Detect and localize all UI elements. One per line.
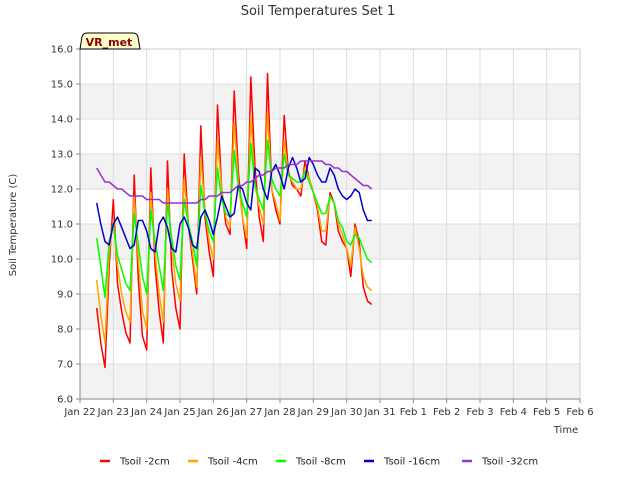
series-lines	[95, 72, 373, 369]
x-axis-title: Time	[553, 425, 578, 436]
y-tick-label: 16.0	[51, 45, 73, 56]
x-tick-label: Jan 22	[63, 407, 95, 418]
y-tick-label: 13.0	[51, 150, 73, 161]
grid-band	[80, 84, 580, 119]
legend-item: Tsoil -4cm	[188, 457, 258, 468]
series-line-tsoil-4cm	[95, 111, 373, 344]
y-tick-label: 14.0	[51, 115, 73, 126]
legend-item: Tsoil -32cm	[462, 457, 538, 468]
station-badge: VR_met	[79, 32, 141, 50]
series-line-tsoil-8cm	[95, 139, 373, 299]
y-axis-ticks: 6.0 7.0 8.0 9.0 10.0 11.0 12.0 13.0 14.0 15.0 16.0	[51, 45, 80, 406]
legend-label: Tsoil -2cm	[119, 457, 170, 468]
x-tick-label: Jan 25	[163, 407, 195, 418]
legend-item: Tsoil -16cm	[364, 457, 440, 468]
series-line-tsoil-16cm	[95, 156, 372, 253]
x-tick-label: Jan 30	[330, 407, 362, 418]
x-tick-label: Jan 27	[230, 407, 262, 418]
legend-item: Tsoil -2cm	[100, 457, 170, 468]
station-badge-label: VR_met	[86, 36, 133, 49]
x-tick-label: Feb 6	[566, 407, 593, 418]
legend-label: Tsoil -16cm	[383, 457, 440, 468]
legend-item: Tsoil -8cm	[276, 457, 346, 468]
y-tick-label: 12.0	[51, 185, 73, 196]
y-axis-title: Soil Temperature (C)	[8, 174, 19, 277]
x-tick-label: Feb 4	[500, 407, 527, 418]
y-tick-label: 6.0	[57, 395, 73, 406]
x-tick-label: Feb 1	[400, 407, 427, 418]
grid-band	[80, 154, 580, 189]
legend-label: Tsoil -8cm	[295, 457, 346, 468]
x-tick-label: Jan 23	[97, 407, 129, 418]
legend-label: Tsoil -4cm	[207, 457, 258, 468]
x-tick-label: Jan 29	[297, 407, 329, 418]
y-tick-label: 9.0	[57, 290, 73, 301]
y-tick-label: 10.0	[51, 255, 73, 266]
x-tick-label: Jan 24	[130, 407, 162, 418]
y-tick-label: 8.0	[57, 325, 73, 336]
legend-label: Tsoil -32cm	[481, 457, 538, 468]
grid-band	[80, 224, 580, 259]
chart-title: Soil Temperatures Set 1	[241, 4, 396, 19]
series-line-tsoil-2cm	[95, 72, 373, 369]
x-tick-label: Jan 28	[263, 407, 295, 418]
x-tick-label: Jan 31	[363, 407, 395, 418]
x-tick-label: Feb 2	[433, 407, 460, 418]
y-tick-label: 11.0	[51, 220, 73, 231]
y-tick-label: 15.0	[51, 80, 73, 91]
x-tick-label: Feb 5	[533, 407, 560, 418]
x-tick-label: Feb 3	[466, 407, 493, 418]
grid-band	[80, 294, 580, 329]
x-tick-label: Jan 26	[197, 407, 229, 418]
y-tick-label: 7.0	[57, 360, 73, 371]
x-axis-ticks: Jan 22 Jan 23 Jan 24 Jan 25 Jan 26 Jan 27 Jan …	[63, 399, 594, 418]
grid-band	[80, 364, 580, 399]
series-line-tsoil-32cm	[96, 160, 373, 204]
legend: Tsoil -2cm Tsoil -4cm Tsoil -8cm Tsoil -16c…	[100, 457, 538, 468]
